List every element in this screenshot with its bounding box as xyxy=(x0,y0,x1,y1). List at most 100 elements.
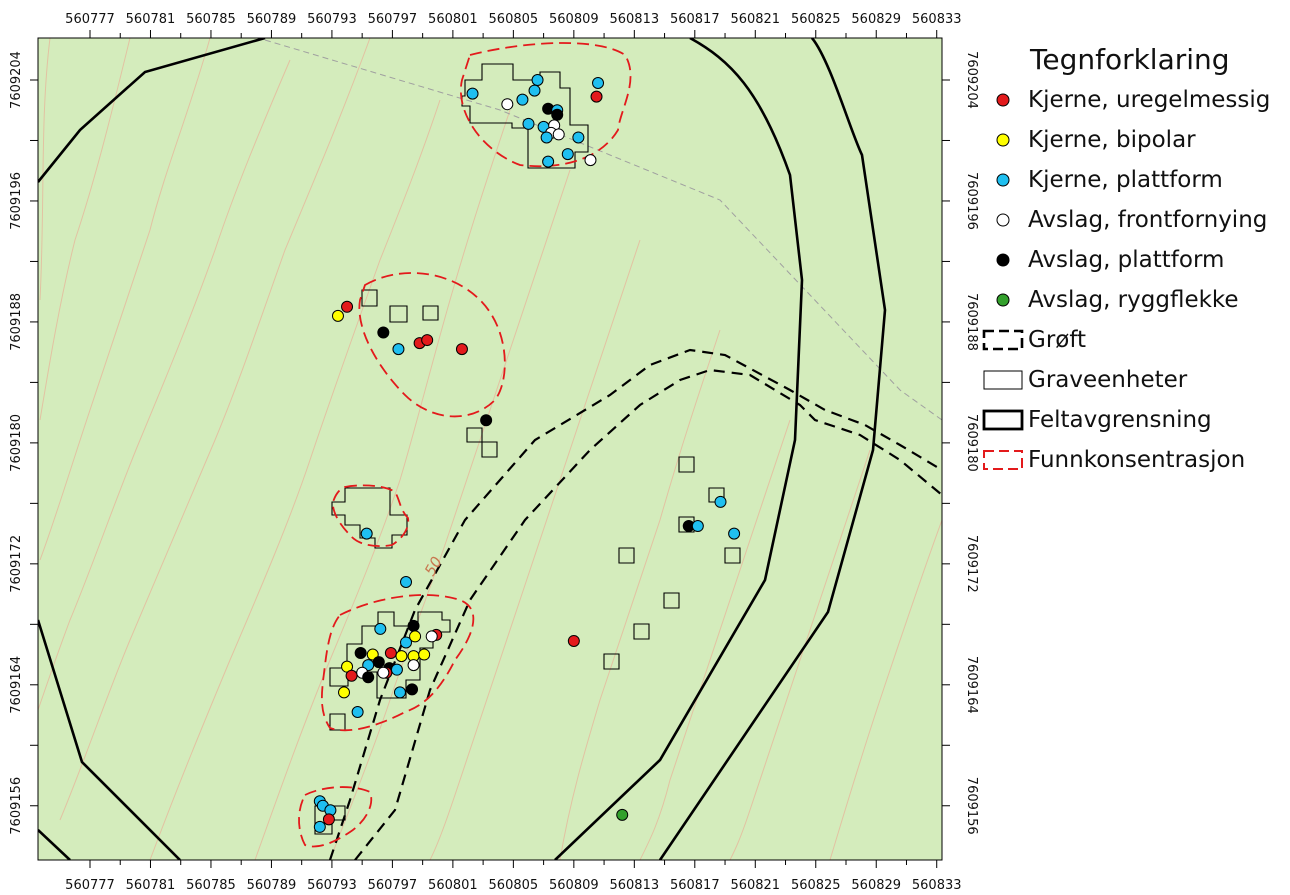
x-tick-label-bottom: 560777 xyxy=(65,878,115,893)
find-point xyxy=(392,343,405,356)
excavation-unit-cluster xyxy=(314,805,346,835)
y-tick-label-right: 7609164 xyxy=(964,656,979,714)
find-point xyxy=(374,622,387,635)
excavation-unit xyxy=(618,547,635,564)
find-point xyxy=(714,495,727,508)
find-point xyxy=(528,84,541,97)
field-boundary xyxy=(38,38,887,860)
excavation-unit xyxy=(724,547,741,564)
field-boundary-line xyxy=(658,38,887,860)
contour-line xyxy=(39,38,51,301)
find-points xyxy=(313,74,741,833)
find-point xyxy=(322,813,335,826)
legend-symbol xyxy=(978,360,1028,400)
contour-line xyxy=(729,449,871,860)
find-point xyxy=(540,131,553,144)
x-tick-label-top: 560809 xyxy=(549,12,599,27)
find-point xyxy=(567,634,580,647)
find-point xyxy=(354,647,367,660)
find-point xyxy=(592,77,605,90)
find-concentration xyxy=(298,786,373,848)
contour-line xyxy=(149,99,441,860)
find-point xyxy=(372,656,385,669)
property-line xyxy=(264,39,942,421)
x-tick-label-bottom: 560801 xyxy=(428,878,478,893)
find-point xyxy=(501,98,514,111)
excavation-unit-cluster xyxy=(389,305,408,323)
legend-symbol xyxy=(978,200,1028,240)
contour-line xyxy=(429,239,641,860)
find-point xyxy=(466,87,479,100)
legend: Tegnforklaring Kjerne, uregelmessig Kjern… xyxy=(978,40,1288,480)
excavation-unit xyxy=(481,441,498,458)
excavation-unit xyxy=(678,456,695,473)
find-point xyxy=(313,820,326,833)
legend-item: Kjerne, bipolar xyxy=(978,120,1288,160)
excavation-unit-cluster xyxy=(361,289,378,307)
x-tick-label-top: 560793 xyxy=(307,12,357,27)
x-tick-label-top: 560801 xyxy=(428,12,478,27)
legend-label: Avslag, ryggflekke xyxy=(1028,287,1239,313)
x-tick-label-bottom: 560781 xyxy=(126,878,176,893)
legend-symbol xyxy=(978,120,1028,160)
contour-line xyxy=(559,329,721,860)
find-point xyxy=(400,575,413,588)
find-point xyxy=(584,154,597,167)
contour-line xyxy=(254,109,511,860)
x-tick-label-bottom: 560829 xyxy=(851,878,901,893)
contour-line xyxy=(329,169,571,860)
find-point xyxy=(590,90,603,103)
find-point xyxy=(516,93,529,106)
excavation-unit-cluster xyxy=(331,487,408,549)
find-point xyxy=(407,619,420,632)
find-point xyxy=(455,343,468,356)
x-tick-label-top: 560785 xyxy=(186,12,236,27)
find-point xyxy=(425,630,438,643)
x-tick-label-top: 560813 xyxy=(609,12,659,27)
find-point xyxy=(552,128,565,141)
x-tick-label-bottom: 560817 xyxy=(670,878,720,893)
find-point xyxy=(531,74,544,86)
legend-symbol xyxy=(978,240,1028,280)
x-tick-label-bottom: 560825 xyxy=(791,878,841,893)
find-point xyxy=(407,659,420,672)
x-tick-label-top: 560825 xyxy=(791,12,841,27)
contour-line xyxy=(59,38,371,821)
find-point xyxy=(561,148,574,161)
x-tick-label-top: 560789 xyxy=(247,12,297,27)
find-point xyxy=(616,808,629,821)
y-tick-label-left: 7609204 xyxy=(9,51,24,109)
x-tick-label-bottom: 560821 xyxy=(730,878,780,893)
x-tick-label-bottom: 560789 xyxy=(247,878,297,893)
excavation-units xyxy=(314,63,741,835)
contour-lines xyxy=(38,38,942,860)
legend-label: Feltavgrensning xyxy=(1028,407,1212,433)
legend-item: Funnkonsentrasjon xyxy=(978,440,1288,480)
x-tick-label-top: 560821 xyxy=(730,12,780,27)
x-tick-label-top: 560817 xyxy=(670,12,720,27)
legend-label: Grøft xyxy=(1028,327,1087,353)
find-point xyxy=(400,636,413,649)
find-point xyxy=(551,108,564,121)
legend-label: Kjerne, plattform xyxy=(1028,167,1223,193)
legend-symbol xyxy=(978,400,1028,440)
find-concentration xyxy=(332,484,410,548)
y-tick-label-right: 7609180 xyxy=(964,414,979,472)
find-point xyxy=(418,648,431,661)
legend-label: Avslag, plattform xyxy=(1028,247,1225,273)
find-point xyxy=(409,630,422,643)
field-boundary-line xyxy=(38,38,266,183)
legend-item: Avslag, ryggflekke xyxy=(978,280,1288,320)
x-tick-label-top: 560829 xyxy=(851,12,901,27)
legend-symbol xyxy=(978,160,1028,200)
find-point xyxy=(691,520,704,533)
x-tick-label-bottom: 560833 xyxy=(912,878,962,893)
excavation-unit-cluster xyxy=(422,305,439,321)
find-point xyxy=(393,686,406,699)
x-tick-label-top: 560833 xyxy=(912,12,962,27)
find-point xyxy=(572,131,585,144)
y-tick-label-left: 7609156 xyxy=(9,777,24,835)
field-boundary-line xyxy=(554,38,804,860)
find-point xyxy=(522,117,535,130)
